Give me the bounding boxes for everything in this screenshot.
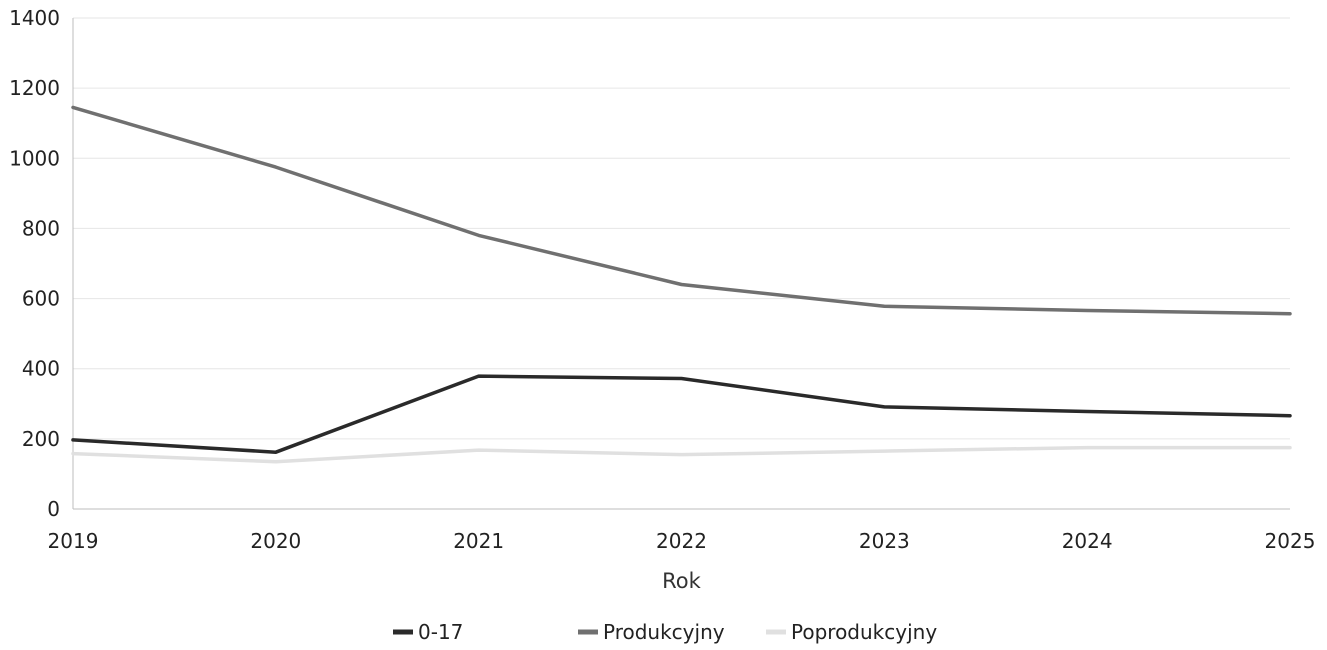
legend-label: Produkcyjny bbox=[603, 620, 725, 644]
legend-label: Poprodukcyjny bbox=[791, 620, 937, 644]
x-tick-label: 2020 bbox=[250, 529, 301, 553]
legend-item: Poprodukcyjny bbox=[766, 620, 937, 644]
x-tick-label: 2022 bbox=[656, 529, 707, 553]
series-line-0-17 bbox=[71, 374, 1292, 454]
legend-item: 0-17 bbox=[393, 620, 463, 644]
x-tick-label: 2021 bbox=[453, 529, 504, 553]
x-tick-label: 2023 bbox=[859, 529, 910, 553]
x-tick-label: 2019 bbox=[48, 529, 99, 553]
y-tick-label: 200 bbox=[22, 427, 60, 451]
x-axis-title: Rok bbox=[662, 569, 701, 593]
y-tick-label: 1400 bbox=[9, 6, 60, 30]
grid-lines bbox=[73, 17, 1290, 440]
y-tick-label: 600 bbox=[22, 287, 60, 311]
y-tick-label: 1000 bbox=[9, 146, 60, 170]
legend-item: Produkcyjny bbox=[578, 620, 725, 644]
y-tick-labels: 0 200 400 600 800 1000 1200 1400 bbox=[9, 6, 60, 521]
x-tick-label: 2024 bbox=[1062, 529, 1113, 553]
y-tick-label: 400 bbox=[22, 357, 60, 381]
y-tick-label: 800 bbox=[22, 216, 60, 240]
series-lines bbox=[71, 105, 1292, 464]
series-line-poprodukcyjny bbox=[71, 445, 1292, 464]
series-line-produkcyjny bbox=[71, 105, 1292, 316]
y-tick-label: 0 bbox=[47, 497, 60, 521]
legend-label: 0-17 bbox=[418, 620, 463, 644]
y-tick-label: 1200 bbox=[9, 76, 60, 100]
x-tick-labels: 2019 2020 2021 2022 2023 2024 2025 bbox=[48, 529, 1316, 553]
x-tick-label: 2025 bbox=[1265, 529, 1316, 553]
legend: 0-17 Produkcyjny Poprodukcyjny bbox=[393, 620, 937, 644]
